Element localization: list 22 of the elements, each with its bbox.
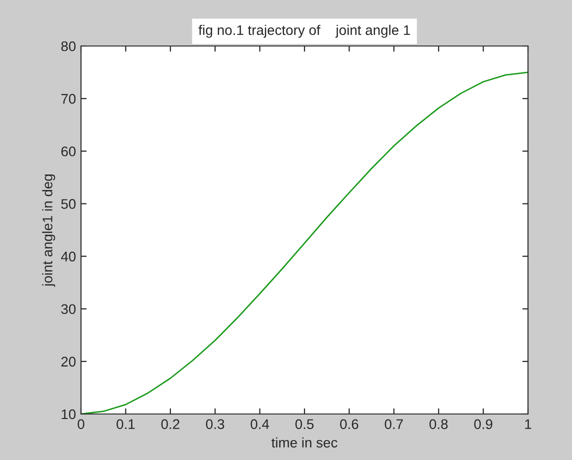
x-tick-label: 0.6 [340,419,358,430]
y-tick-label: 80 [61,41,76,52]
x-tick-label: 1 [525,419,532,429]
y-tick-label: 30 [61,304,76,314]
x-tick-label: 0.9 [474,419,492,430]
y-tick-label: 20 [61,356,76,367]
x-tick-label: 0.3 [206,419,224,430]
y-tick-label: 60 [61,146,76,156]
y-tick-label: 50 [61,199,76,209]
x-tick-label: 0.1 [116,419,135,430]
x-tick-label: 0.7 [384,419,403,430]
x-axis-title: time in sec [272,437,338,448]
x-tick-label: 0.8 [429,419,448,430]
y-tick-label: 40 [61,252,76,262]
x-tick-label: 0.4 [250,419,270,430]
x-tick-label: 0 [78,419,84,430]
chart-title: fig no.1 trajectory of joint angle 1 [198,24,410,38]
y-tick-label: 10 [62,409,76,420]
y-tick-label: 70 [61,94,76,104]
x-tick-label: 0.2 [161,419,180,430]
y-axis-title: joint angle1 in deg [42,174,56,287]
x-tick-label: 0.5 [295,419,314,430]
